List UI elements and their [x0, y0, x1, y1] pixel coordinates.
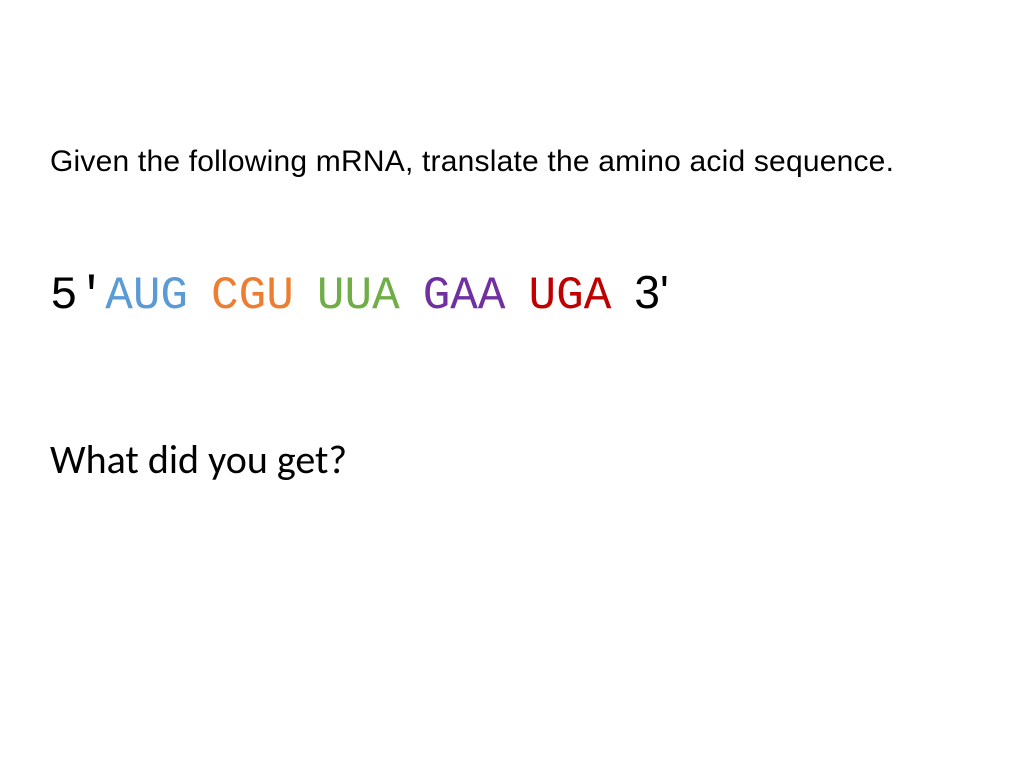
codon-4: UGA — [529, 270, 612, 322]
three-prime-label: 3' — [634, 266, 668, 318]
instruction-text: Given the following mRNA, translate the … — [50, 145, 894, 179]
question-text: What did you get? — [50, 435, 347, 484]
codon-3: GAA — [423, 270, 506, 322]
mrna-sequence: 5'AUG CGU UUA GAA UGA 3' — [50, 265, 669, 322]
codon-0: AUG — [105, 270, 188, 322]
codon-1: CGU — [211, 270, 294, 322]
five-prime-label: 5' — [50, 270, 105, 322]
codon-2: UUA — [317, 270, 400, 322]
